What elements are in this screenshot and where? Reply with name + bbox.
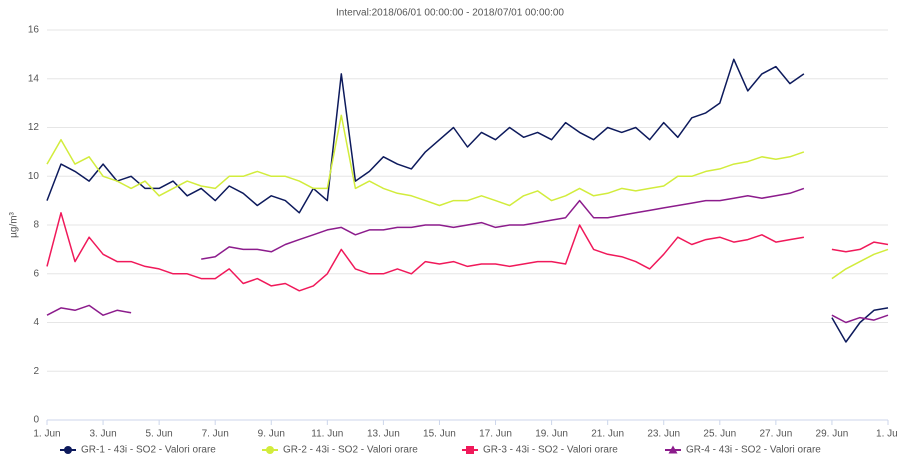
y-tick-label: 4	[33, 317, 39, 328]
series-line	[46, 187, 889, 324]
legend-item: GR-2 - 43i - SO2 - Valori orare	[262, 445, 418, 456]
legend-label: GR-4 - 43i - SO2 - Valori orare	[686, 445, 821, 456]
legend-label: GR-1 - 43i - SO2 - Valori orare	[81, 445, 216, 456]
chart-title: Interval:2018/06/01 00:00:00 - 2018/07/0…	[336, 8, 564, 19]
x-tick-label: 27. Jun	[759, 429, 792, 440]
legend-marker	[266, 446, 274, 454]
x-tick-label: 29. Jun	[816, 429, 849, 440]
x-tick-label: 3. Jun	[89, 429, 116, 440]
x-tick-label: 23. Jun	[647, 429, 680, 440]
x-tick-label: 17. Jun	[479, 429, 512, 440]
series-line	[46, 212, 889, 292]
y-tick-label: 16	[28, 25, 40, 36]
legend-marker	[64, 446, 72, 454]
y-tick-label: 6	[33, 268, 39, 279]
y-tick-label: 12	[28, 122, 40, 133]
x-tick-label: 19. Jun	[535, 429, 568, 440]
series-line	[46, 114, 889, 280]
x-tick-label: 11. Jun	[311, 429, 343, 440]
legend-marker	[668, 445, 678, 454]
x-tick-label: 7. Jun	[202, 429, 229, 440]
y-tick-label: 14	[28, 73, 40, 84]
x-tick-label: 5. Jun	[146, 429, 173, 440]
x-tick-label: 9. Jun	[258, 429, 285, 440]
legend-item: GR-3 - 43i - SO2 - Valori orare	[462, 445, 618, 456]
series-line	[46, 58, 889, 343]
y-tick-label: 0	[33, 415, 39, 426]
legend-marker	[466, 446, 474, 454]
legend-item: GR-1 - 43i - SO2 - Valori orare	[60, 445, 216, 456]
legend-item: GR-4 - 43i - SO2 - Valori orare	[665, 445, 821, 456]
y-tick-label: 8	[33, 220, 39, 231]
x-tick-label: 1. Jul	[876, 429, 897, 440]
x-tick-label: 15. Jun	[423, 429, 456, 440]
x-tick-label: 25. Jun	[703, 429, 736, 440]
x-tick-label: 1. Jun	[33, 429, 60, 440]
y-tick-label: 2	[33, 366, 39, 377]
x-tick-label: 21. Jun	[591, 429, 624, 440]
y-tick-label: 10	[28, 171, 40, 182]
legend-label: GR-3 - 43i - SO2 - Valori orare	[483, 445, 618, 456]
y-axis-label: µg/m³	[9, 211, 20, 237]
legend-label: GR-2 - 43i - SO2 - Valori orare	[283, 445, 418, 456]
x-tick-label: 13. Jun	[367, 429, 400, 440]
